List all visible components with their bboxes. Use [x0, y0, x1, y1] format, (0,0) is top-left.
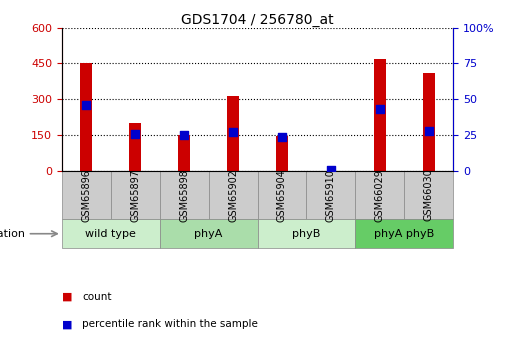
Bar: [62, 171, 111, 219]
Text: GSM65896: GSM65896: [81, 169, 91, 221]
Bar: [355, 219, 453, 248]
Bar: [276, 136, 288, 171]
Point: [229, 130, 237, 135]
Bar: [111, 171, 160, 219]
Point: [327, 167, 335, 172]
Text: wild type: wild type: [85, 229, 136, 239]
Bar: [160, 171, 209, 219]
Bar: [258, 219, 355, 248]
Point: [82, 102, 91, 108]
Text: GSM65897: GSM65897: [130, 169, 140, 221]
Title: GDS1704 / 256780_at: GDS1704 / 256780_at: [181, 12, 334, 27]
Text: phyA: phyA: [194, 229, 223, 239]
Text: GSM65898: GSM65898: [179, 169, 189, 221]
Bar: [209, 171, 258, 219]
Bar: [160, 219, 258, 248]
Bar: [423, 73, 435, 171]
Bar: [178, 135, 190, 171]
Text: phyA phyB: phyA phyB: [374, 229, 434, 239]
Text: GSM66029: GSM66029: [375, 169, 385, 221]
Bar: [355, 171, 404, 219]
Text: phyB: phyB: [292, 229, 321, 239]
Point: [278, 134, 286, 139]
Bar: [227, 96, 239, 171]
Text: genotype/variation: genotype/variation: [0, 229, 25, 239]
Bar: [62, 219, 160, 248]
Text: count: count: [82, 292, 112, 302]
Bar: [374, 59, 386, 171]
Text: GSM66030: GSM66030: [424, 169, 434, 221]
Point: [131, 131, 139, 137]
Bar: [129, 123, 141, 171]
Bar: [258, 171, 306, 219]
Text: ■: ■: [62, 319, 72, 329]
Bar: [306, 171, 355, 219]
Text: percentile rank within the sample: percentile rank within the sample: [82, 319, 259, 329]
Bar: [404, 171, 453, 219]
Text: ■: ■: [62, 292, 72, 302]
Text: GSM65902: GSM65902: [228, 169, 238, 221]
Text: GSM65910: GSM65910: [326, 169, 336, 221]
Point: [424, 128, 433, 134]
Point: [180, 132, 188, 138]
Point: [375, 107, 384, 112]
Text: GSM65904: GSM65904: [277, 169, 287, 221]
Bar: [80, 63, 92, 171]
